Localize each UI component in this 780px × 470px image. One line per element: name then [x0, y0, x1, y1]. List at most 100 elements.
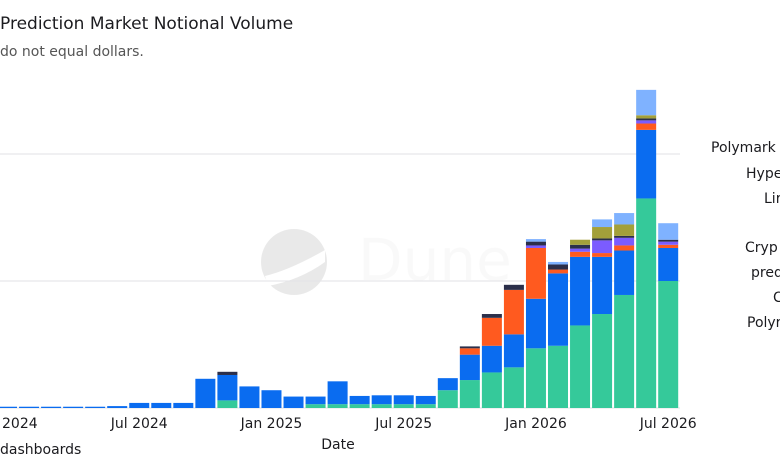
bar-segment	[548, 264, 568, 270]
bar-segment	[636, 115, 657, 119]
bar-segment	[481, 314, 502, 318]
bar-segment	[371, 395, 392, 405]
legend-label: Hype	[746, 166, 780, 182]
bar-segment	[239, 386, 260, 408]
bar-segment	[217, 374, 238, 401]
bar-segment	[658, 241, 679, 245]
bar-segment	[614, 294, 635, 408]
legend-label: pred	[751, 265, 780, 281]
bar-segment	[525, 241, 546, 246]
bar-segment	[592, 238, 613, 241]
legend-label: Cryp	[745, 240, 778, 256]
x-tick-label: Jul 2024	[110, 416, 168, 432]
bar-segment	[658, 244, 679, 248]
bar-segment	[658, 239, 679, 242]
bar-segment	[327, 381, 348, 405]
bar-segment	[592, 256, 613, 315]
bar-segment	[658, 281, 679, 408]
bar-segment	[592, 314, 613, 408]
bar-segment	[217, 400, 238, 408]
watermark-logo	[261, 229, 327, 295]
bar-segment	[503, 289, 524, 335]
bar-segment	[129, 402, 150, 408]
bar-segment	[548, 273, 568, 346]
bar-segment	[570, 244, 591, 249]
bar-segment	[614, 245, 635, 251]
bar-segment	[614, 213, 635, 225]
bar-segment	[283, 396, 304, 408]
bar-segment	[481, 345, 502, 373]
bar-segment	[437, 390, 458, 408]
bar-segment	[548, 345, 568, 408]
bar-segment	[636, 120, 657, 124]
bar-segment	[327, 404, 348, 408]
bar-segment	[459, 380, 480, 408]
bar-segment	[525, 298, 546, 349]
chart-subtitle: do not equal dollars.	[0, 44, 144, 60]
x-tick-label: 2024	[2, 416, 38, 432]
bar-segment	[592, 227, 613, 239]
bar-segment	[525, 348, 546, 408]
bar-segment	[614, 224, 635, 236]
bar-segment	[0, 406, 17, 408]
bar-segment	[525, 247, 546, 299]
x-tick-label: Jul 2026	[639, 416, 697, 432]
bar-segment	[371, 404, 392, 408]
bar-segment	[349, 404, 370, 408]
bar-segment	[614, 235, 635, 238]
bar-segment	[636, 198, 657, 408]
bar-segment	[459, 354, 480, 381]
bar-segment	[636, 123, 657, 130]
x-tick-label: Jan 2026	[504, 416, 567, 432]
bar-segment	[570, 239, 591, 245]
bar-segment	[107, 406, 128, 408]
bar-segment	[459, 348, 480, 355]
bar-segment	[481, 317, 502, 346]
bar-segment	[636, 129, 657, 199]
bar-segment	[415, 395, 436, 405]
bar-segment	[393, 404, 414, 408]
bar-segment	[525, 245, 546, 248]
bar-segment	[658, 223, 679, 240]
footer: dashboards	[0, 442, 81, 458]
bar-segment	[658, 247, 679, 281]
bar-segment	[614, 250, 635, 295]
watermark: Dune	[358, 226, 512, 294]
bar-segment	[437, 378, 458, 391]
legend-label: Polyr	[747, 315, 780, 331]
bar-segment	[636, 118, 657, 121]
bar-segment	[19, 406, 40, 408]
bar-segment	[261, 390, 282, 408]
bar-segment	[349, 395, 370, 405]
x-tick-label: Jul 2025	[374, 416, 432, 432]
bar-segment	[570, 256, 591, 326]
bar-segment	[173, 402, 194, 408]
legend-label: Lir	[764, 191, 780, 207]
bar-segment	[570, 248, 591, 252]
bar-segment	[85, 406, 106, 408]
bar-segment	[636, 89, 657, 116]
bar-segment	[41, 406, 62, 408]
x-tick-label: Jan 2025	[240, 416, 303, 432]
bar-segment	[548, 269, 568, 274]
bar-segment	[195, 378, 216, 408]
bar-segment	[570, 251, 591, 257]
bar-segment	[151, 402, 172, 408]
bar-segment	[548, 261, 568, 265]
bar-segment	[305, 404, 326, 408]
bar-segment	[63, 406, 84, 408]
bar-segment	[305, 396, 326, 405]
legend-label: C	[773, 290, 780, 306]
bar-segment	[592, 219, 613, 228]
legend-label: Polymark	[711, 140, 777, 156]
bar-segment	[503, 284, 524, 290]
bar-segment	[393, 395, 414, 405]
bar-segment	[614, 237, 635, 246]
bar-segment	[592, 240, 613, 254]
bar-segment	[481, 372, 502, 408]
bar-segment	[592, 253, 613, 257]
bar-segment	[503, 367, 524, 408]
bar-segment	[525, 239, 546, 242]
bar-segment	[415, 404, 436, 408]
